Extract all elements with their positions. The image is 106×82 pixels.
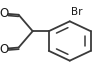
Text: Br: Br [71,7,82,17]
Text: O: O [0,7,9,20]
Text: O: O [0,43,9,56]
